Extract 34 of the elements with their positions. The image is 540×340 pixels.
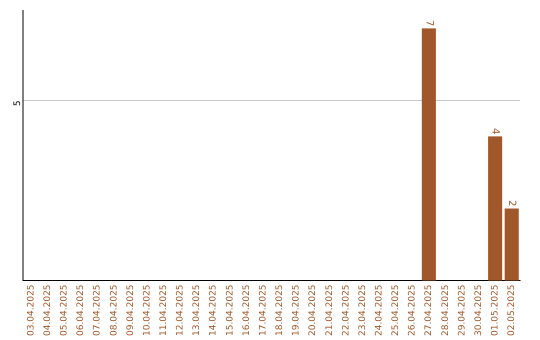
x-tick-label: 07.04.2025 bbox=[92, 284, 103, 336]
x-tick-label: 23.04.2025 bbox=[358, 284, 368, 336]
x-tick-label: 14.04.2025 bbox=[208, 284, 219, 336]
x-tick-label: 10.04.2025 bbox=[142, 284, 152, 336]
x-tick-label: 01.05.2025 bbox=[490, 284, 500, 336]
data-label: 7 bbox=[423, 20, 434, 26]
x-tick-label: 09.04.2025 bbox=[126, 284, 136, 336]
x-tick-label: 27.04.2025 bbox=[424, 284, 434, 336]
x-tick-label: 30.04.2025 bbox=[474, 284, 484, 336]
x-tick-label: 05.04.2025 bbox=[60, 284, 70, 336]
x-tick-label: 26.04.2025 bbox=[408, 284, 418, 336]
x-tick-label: 18.04.2025 bbox=[275, 284, 286, 336]
data-label: 4 bbox=[490, 128, 501, 134]
y-tick-label: 5 bbox=[13, 100, 24, 106]
x-tick-label: 21.04.2025 bbox=[324, 284, 335, 336]
x-tick-label: 24.04.2025 bbox=[374, 284, 384, 336]
x-tick-label: 16.04.2025 bbox=[242, 284, 252, 336]
x-tick-label: 22.04.2025 bbox=[341, 284, 352, 336]
x-tick-label: 20.04.2025 bbox=[308, 284, 318, 336]
x-tick-label: 28.04.2025 bbox=[440, 284, 451, 336]
x-tick-label: 11.04.2025 bbox=[159, 284, 170, 336]
x-tick-label: 03.04.2025 bbox=[26, 284, 36, 336]
x-tick-label: 17.04.2025 bbox=[258, 284, 268, 336]
x-tick-label: 13.04.2025 bbox=[192, 284, 202, 336]
x-tick-label: 19.04.2025 bbox=[292, 284, 302, 336]
x-tick-label: 15.04.2025 bbox=[225, 284, 236, 336]
x-tick-label: 08.04.2025 bbox=[109, 284, 120, 336]
x-tick-label: 12.04.2025 bbox=[176, 284, 186, 336]
data-label: 2 bbox=[506, 200, 518, 206]
x-tick-label: 29.04.2025 bbox=[457, 284, 468, 336]
x-tick-label: 02.05.2025 bbox=[507, 284, 518, 336]
x-tick-label: 25.04.2025 bbox=[391, 284, 402, 336]
x-tick-label: 06.04.2025 bbox=[76, 284, 86, 336]
x-tick-label: 04.04.2025 bbox=[43, 284, 54, 336]
